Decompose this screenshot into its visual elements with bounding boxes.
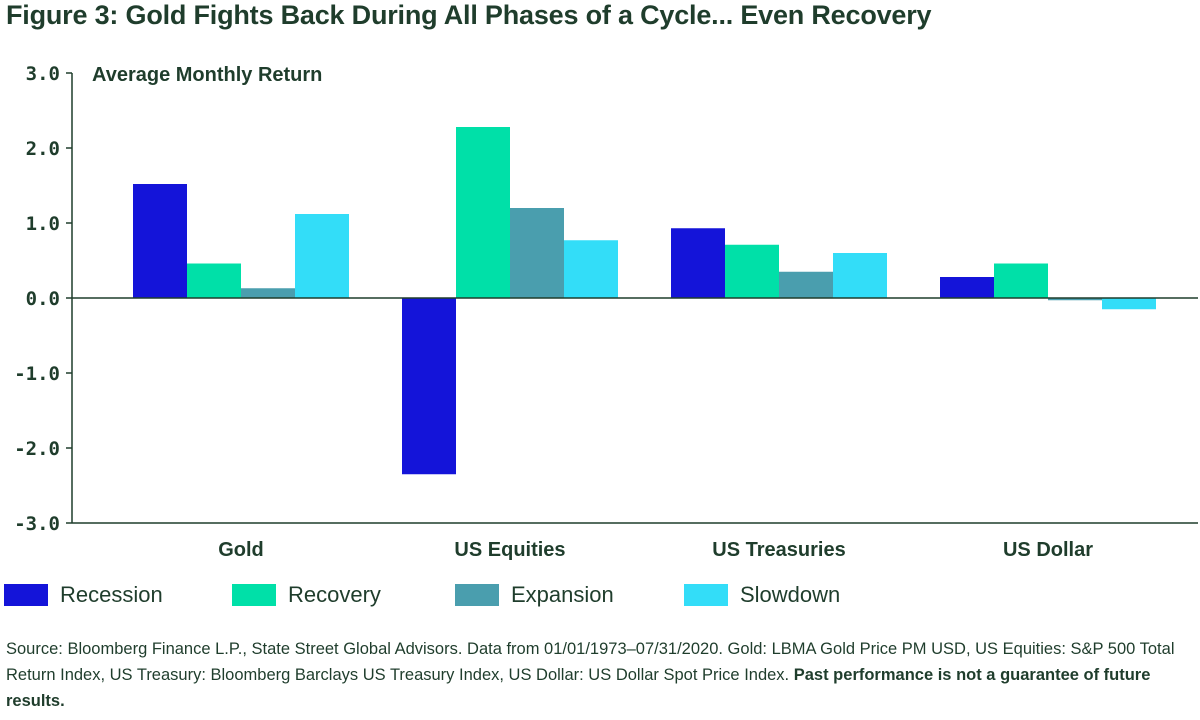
source-text: Source: Bloomberg Finance L.P., State St… [6, 640, 1175, 684]
bar-slowdown-gold [295, 214, 349, 298]
bar-recovery-us-equities [456, 127, 510, 298]
category-label: US Dollar [1003, 539, 1093, 561]
bar-recovery-us-treasuries [725, 244, 779, 298]
y-tick-label: -1.0 [14, 363, 60, 385]
bar-expansion-us-treasuries [779, 271, 833, 298]
y-tick-label: -2.0 [14, 438, 60, 460]
category-label: US Equities [454, 539, 565, 561]
legend: Recession Recovery Expansion Slowdown [0, 582, 1200, 614]
bar-expansion-us-dollar [1048, 298, 1102, 301]
legend-label: Recession [60, 582, 163, 607]
bar-expansion-us-equities [510, 208, 564, 298]
legend-item-slowdown: Slowdown [684, 582, 840, 608]
bar-chart: 3.0 2.0 1.0 0.0 -1.0 -2.0 -3.0 Average Monthly… [14, 63, 1198, 561]
legend-label: Expansion [511, 582, 614, 607]
bar-recession-gold [133, 184, 187, 298]
y-tick-label: -3.0 [14, 513, 60, 535]
y-ticks: 3.0 2.0 1.0 0.0 -1.0 -2.0 -3.0 [14, 63, 72, 535]
legend-item-recession: Recession [4, 582, 163, 608]
y-tick-label: 1.0 [26, 213, 60, 235]
y-tick-label: 0.0 [26, 288, 60, 310]
category-labels: Gold US Equities US Treasuries US Dollar [218, 539, 1093, 561]
bar-slowdown-us-equities [564, 240, 618, 298]
source-note: Source: Bloomberg Finance L.P., State St… [6, 636, 1196, 714]
legend-swatch [455, 584, 499, 606]
bar-recession-us-dollar [940, 277, 994, 298]
legend-label: Recovery [288, 582, 381, 607]
chart-title: Figure 3: Gold Fights Back During All Ph… [6, 0, 932, 30]
y-tick-label: 3.0 [26, 63, 60, 85]
bar-expansion-gold [241, 288, 295, 298]
category-label: US Treasuries [712, 539, 845, 561]
legend-label: Slowdown [740, 582, 841, 607]
disclaimer-text: Past performance is not a guarantee of f… [6, 666, 1151, 710]
legend-swatch [684, 584, 728, 606]
y-tick-label: 2.0 [26, 138, 60, 160]
legend-swatch [4, 584, 48, 606]
bar-slowdown-us-treasuries [833, 253, 887, 298]
bar-recession-us-treasuries [671, 228, 725, 298]
y-axis-label: Average Monthly Return [92, 64, 322, 86]
legend-swatch [232, 584, 276, 606]
bar-recession-us-equities [402, 298, 456, 475]
bar-slowdown-us-dollar [1102, 298, 1156, 310]
category-label: Gold [218, 539, 264, 561]
legend-item-expansion: Expansion [455, 582, 614, 608]
bars-layer [133, 127, 1156, 475]
bar-recovery-gold [187, 263, 241, 298]
bar-recovery-us-dollar [994, 263, 1048, 298]
legend-item-recovery: Recovery [232, 582, 381, 608]
